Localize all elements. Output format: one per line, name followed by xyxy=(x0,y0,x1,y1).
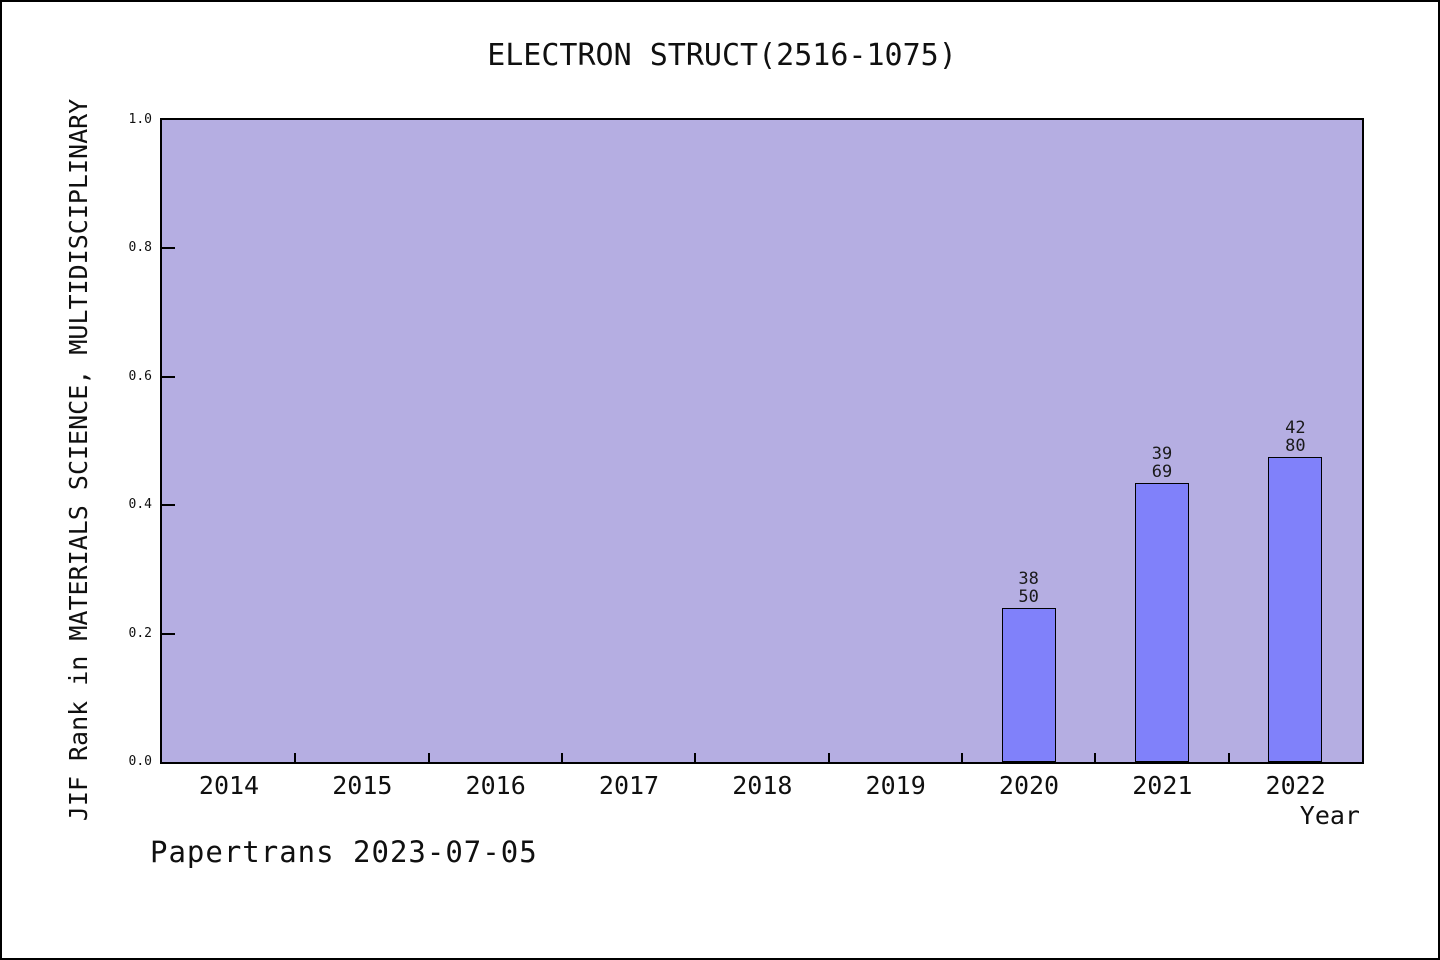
x-tick xyxy=(1227,753,1230,762)
y-tick-label: 0.0 xyxy=(128,754,152,769)
footer-text: Papertrans 2023-07-05 xyxy=(150,835,538,869)
x-tick-label: 2021 xyxy=(1132,771,1193,800)
y-tick-label: 1.0 xyxy=(128,112,152,127)
y-tick-label: 0.4 xyxy=(128,497,152,513)
chart-title: ELECTRON STRUCT(2516-1075) xyxy=(487,38,957,73)
plot-area: 38 50 39 69 42 80 xyxy=(160,118,1364,764)
x-tick xyxy=(561,753,563,762)
plot-inner: 38 50 39 69 42 80 xyxy=(162,120,1362,762)
bar xyxy=(1001,607,1056,762)
y-tick-label: 0.2 xyxy=(128,625,152,641)
y-tick xyxy=(162,247,175,250)
y-tick-label: 0.8 xyxy=(128,240,152,256)
x-tick-label: 2017 xyxy=(598,771,660,800)
bar xyxy=(1135,482,1189,762)
y-tick-label: 0.6 xyxy=(128,368,152,384)
x-tick-label: 2015 xyxy=(332,771,393,800)
bar xyxy=(1268,457,1323,762)
x-tick-label: 2020 xyxy=(998,771,1060,800)
y-tick xyxy=(162,375,175,378)
bar-value-label: 38 50 xyxy=(1018,568,1039,607)
x-tick xyxy=(427,753,430,762)
x-tick xyxy=(827,753,830,762)
x-tick-label: 2018 xyxy=(732,771,793,800)
y-axis-label: JIF Rank in MATERIALS SCIENCE, MULTIDISC… xyxy=(64,98,93,822)
x-tick xyxy=(961,753,963,762)
y-tick xyxy=(162,504,175,507)
bar-value-label: 39 69 xyxy=(1151,443,1173,482)
bar-value-label: 42 80 xyxy=(1285,418,1306,457)
x-axis-label: Year xyxy=(1299,801,1360,830)
x-tick-label: 2016 xyxy=(465,771,526,800)
x-tick-label: 2019 xyxy=(865,771,926,800)
y-tick xyxy=(162,632,175,635)
x-tick xyxy=(694,753,697,762)
x-tick xyxy=(1094,753,1097,762)
x-tick-label: 2014 xyxy=(198,771,260,800)
x-tick-label: 2022 xyxy=(1265,771,1326,800)
x-tick xyxy=(294,753,297,762)
